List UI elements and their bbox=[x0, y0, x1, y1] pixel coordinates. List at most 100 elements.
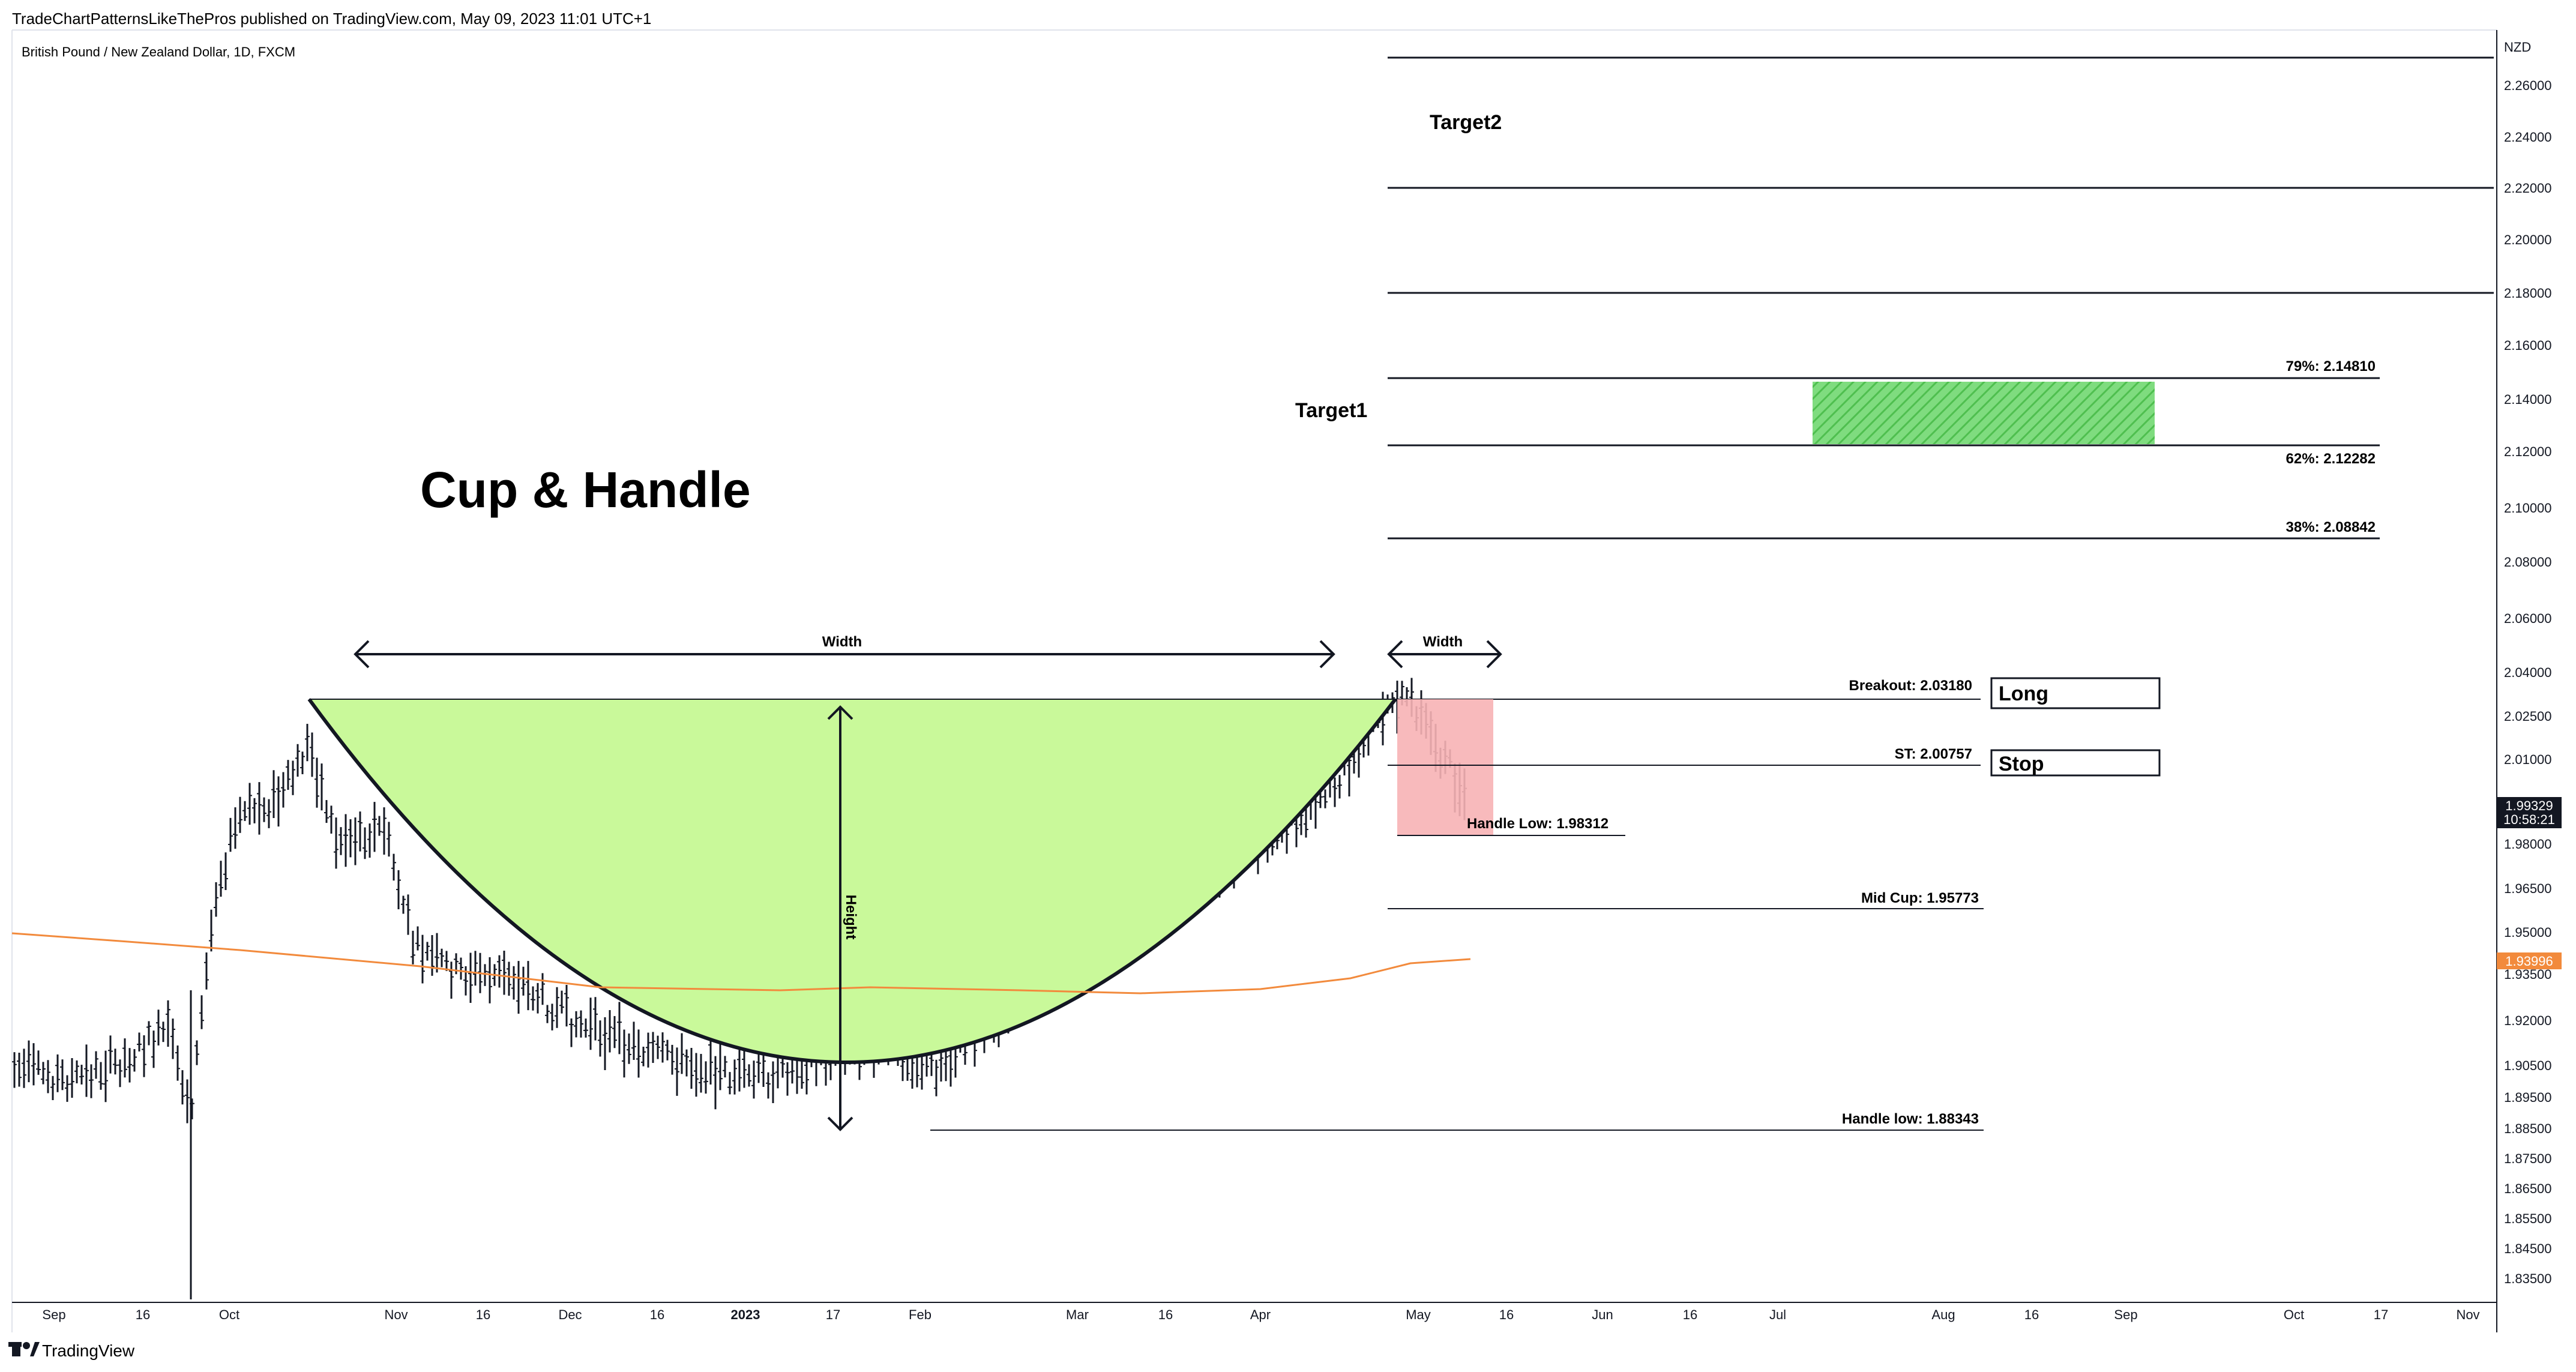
ohlc-bar bbox=[487, 957, 492, 1003]
time-tick-label: 16 bbox=[476, 1307, 490, 1322]
price-tick-label: 2.26000 bbox=[2504, 78, 2552, 93]
price-tick-label: 1.86500 bbox=[2504, 1181, 2552, 1196]
ohlc-bar bbox=[564, 985, 569, 1027]
countdown-value: 10:58:21 bbox=[2503, 812, 2555, 827]
ohlc-bar bbox=[555, 987, 559, 1028]
ohlc-bar bbox=[607, 1010, 612, 1053]
ohlc-bar bbox=[113, 1049, 118, 1075]
price-tick-label: 2.01000 bbox=[2504, 752, 2552, 767]
ohlc-bar bbox=[747, 1064, 751, 1087]
ohlc-bar bbox=[535, 982, 540, 1014]
price-tick-label: 2.14000 bbox=[2504, 392, 2552, 407]
ohlc-bar bbox=[665, 1040, 670, 1061]
ohlc-bar bbox=[684, 1049, 689, 1077]
long-label: Long bbox=[1999, 682, 2048, 705]
time-tick-label: Apr bbox=[1250, 1307, 1271, 1322]
ohlc-bar bbox=[531, 986, 535, 1011]
time-tick-label: May bbox=[1406, 1307, 1431, 1322]
chart-title: Cup & Handle bbox=[420, 462, 751, 518]
stop-label: Stop bbox=[1999, 753, 2044, 775]
ohlc-bar bbox=[266, 799, 271, 828]
ohlc-bar bbox=[334, 817, 339, 869]
ohlc-bar bbox=[655, 1035, 660, 1059]
ohlc-bar bbox=[507, 961, 511, 996]
ohlc-bar bbox=[146, 1021, 151, 1046]
ohlc-bar bbox=[631, 1021, 636, 1061]
time-tick-label: 17 bbox=[826, 1307, 840, 1322]
ohlc-bar bbox=[641, 1047, 646, 1067]
ohlc-bar bbox=[70, 1058, 74, 1098]
ohlc-bar bbox=[588, 997, 593, 1050]
ohlc-bar bbox=[314, 757, 319, 808]
long-box bbox=[1990, 677, 2161, 709]
ohlc-bar bbox=[65, 1075, 70, 1102]
last-price-value: 1.99329 bbox=[2505, 798, 2553, 813]
ohlc-bar bbox=[737, 1047, 742, 1092]
ohlc-bar bbox=[742, 1046, 747, 1088]
publisher-line: TradeChartPatternsLikeThePros published … bbox=[12, 10, 651, 28]
ohlc-bar bbox=[425, 942, 430, 961]
ohlc-bar bbox=[358, 811, 363, 852]
ohlc-bar bbox=[290, 760, 295, 795]
ohlc-bar bbox=[679, 1033, 684, 1074]
ohlc-bar bbox=[132, 1049, 137, 1072]
ohlc-bar bbox=[939, 1049, 943, 1082]
ohlc-bar bbox=[660, 1032, 665, 1063]
ohlc-bar bbox=[444, 951, 449, 971]
ohlc-bar bbox=[713, 1056, 718, 1110]
ohlc-bar bbox=[348, 819, 353, 858]
ohlc-bar bbox=[694, 1053, 699, 1097]
cup-curve bbox=[307, 698, 1397, 1064]
ohlc-bar bbox=[204, 952, 209, 990]
ohlc-bar bbox=[651, 1032, 655, 1064]
ohlc-bar bbox=[468, 952, 473, 1003]
ohlc-bar bbox=[377, 816, 382, 836]
ohlc-bar bbox=[108, 1035, 113, 1074]
ohlc-bar bbox=[17, 1052, 22, 1087]
ohlc-bar bbox=[127, 1048, 132, 1083]
ohlc-bar bbox=[180, 1070, 185, 1105]
cup-low-label: Handle low: 1.88343 bbox=[1842, 1111, 1979, 1127]
ohlc-bar bbox=[372, 802, 377, 852]
cup-fill bbox=[309, 699, 1395, 1062]
st-label: ST: 2.00757 bbox=[1895, 746, 1972, 762]
time-tick-label: Jul bbox=[1769, 1307, 1786, 1322]
ohlc-bar bbox=[257, 782, 262, 835]
price-tick-label: 2.22000 bbox=[2504, 181, 2552, 196]
ohlc-bar bbox=[502, 951, 507, 995]
ohlc-bar bbox=[732, 1059, 737, 1095]
ohlc-bar bbox=[271, 770, 276, 819]
ohlc-bar bbox=[367, 823, 372, 858]
price-tick-label: 1.96500 bbox=[2504, 881, 2552, 896]
time-tick-label: 17 bbox=[2374, 1307, 2388, 1322]
ohlc-bar bbox=[516, 961, 521, 1014]
ohlc-bar bbox=[353, 817, 358, 865]
ohlc-bar bbox=[36, 1050, 41, 1075]
mid-cup-label: Mid Cup: 1.95773 bbox=[1861, 890, 1979, 906]
ohlc-bar bbox=[521, 966, 526, 996]
ohlc-bar bbox=[262, 797, 266, 822]
time-tick-label: Jun bbox=[1592, 1307, 1613, 1322]
ohlc-bar bbox=[1323, 789, 1328, 808]
ohlc-bar bbox=[579, 1010, 583, 1038]
target1-label: Target1 bbox=[1295, 399, 1367, 422]
ohlc-bar bbox=[430, 935, 435, 976]
ohlc-bar bbox=[593, 997, 598, 1041]
ohlc-bar bbox=[194, 1040, 199, 1065]
ohlc-bar bbox=[214, 882, 218, 917]
level-38-label: 38%: 2.08842 bbox=[2286, 519, 2376, 535]
ohlc-bar bbox=[137, 1032, 142, 1052]
ohlc-bar bbox=[122, 1038, 127, 1078]
ohlc-bar bbox=[627, 1033, 631, 1064]
ohlc-bar bbox=[411, 930, 415, 964]
ohlc-bar bbox=[295, 744, 300, 777]
ohlc-bar bbox=[46, 1060, 50, 1094]
price-tick-label: 2.06000 bbox=[2504, 611, 2552, 626]
ohlc-bar bbox=[526, 961, 531, 1011]
time-tick-label: Sep bbox=[42, 1307, 65, 1322]
price-tick-label: 1.95000 bbox=[2504, 925, 2552, 940]
ohlc-bar bbox=[50, 1076, 55, 1101]
target2-label: Target2 bbox=[1430, 111, 1502, 134]
ohlc-bar bbox=[156, 1009, 161, 1046]
